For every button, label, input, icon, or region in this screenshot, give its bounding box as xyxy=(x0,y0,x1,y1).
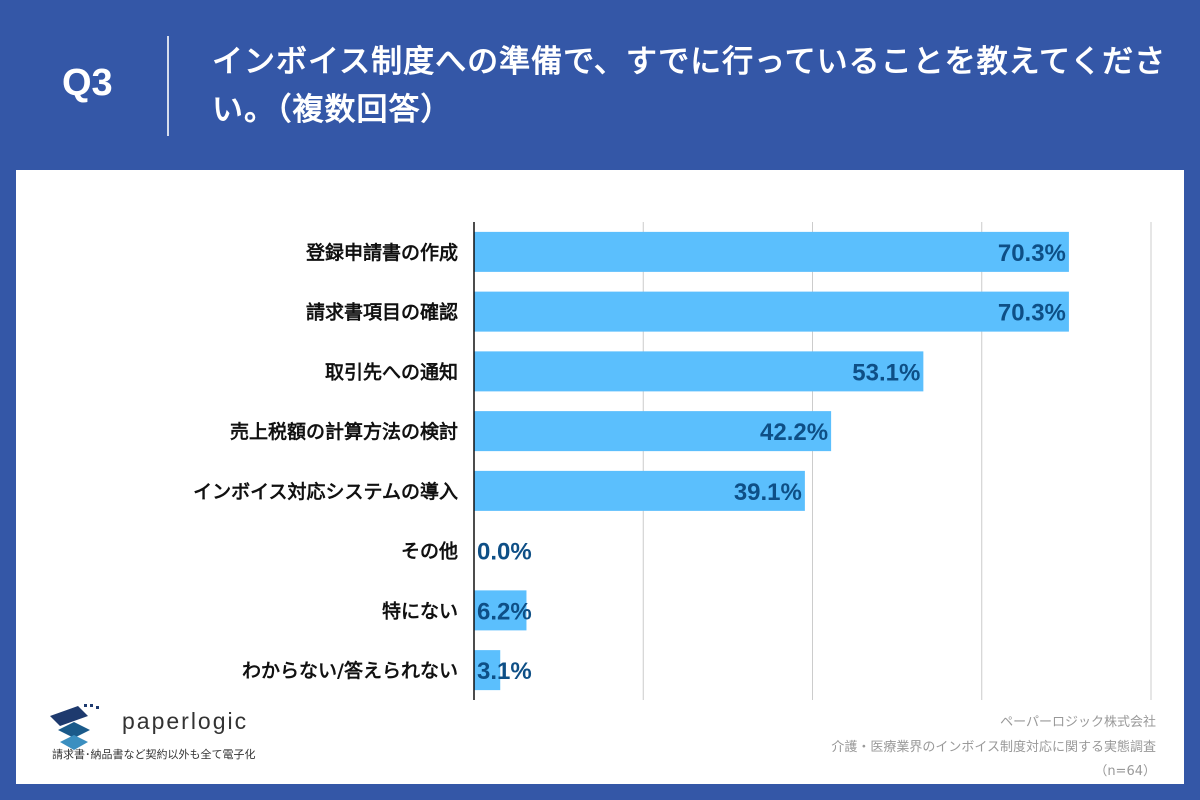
data-label: 70.3% xyxy=(998,300,1066,327)
category-label: 特にない xyxy=(382,600,458,622)
data-label: 70.3% xyxy=(998,240,1066,267)
data-label: 6.2% xyxy=(477,598,532,625)
source-company: ペーパーロジック株式会社 xyxy=(1000,715,1156,730)
data-label: 3.1% xyxy=(477,658,532,685)
source-survey: 介護・医療業界のインボイス制度対応に関する実態調査 xyxy=(831,740,1156,755)
bar xyxy=(474,590,527,631)
data-label: 53.1% xyxy=(852,359,920,386)
bar xyxy=(474,231,1069,272)
data-label: 0.0% xyxy=(477,539,532,566)
category-label: 売上税額の計算方法の検討 xyxy=(230,420,458,443)
category-label: 登録申請書の作成 xyxy=(305,241,458,264)
bar xyxy=(474,351,924,392)
bar xyxy=(474,470,805,511)
paperlogic-logo-icon xyxy=(50,704,99,750)
data-label: 39.1% xyxy=(734,479,802,506)
divider xyxy=(167,36,169,136)
category-label: 取引先への通知 xyxy=(325,360,458,383)
question-number: Q3 xyxy=(62,62,113,104)
bar xyxy=(474,291,1069,332)
bar xyxy=(474,411,832,452)
logo-tagline: 請求書･納品書など契約以外も全て電子化 xyxy=(52,748,256,761)
question-title: インボイス制度への準備で、すでに行っていることを教えてください。（複数回答） xyxy=(212,44,1167,128)
category-label: インボイス対応システムの導入 xyxy=(193,480,458,503)
category-label: 請求書項目の確認 xyxy=(306,301,458,324)
logo-name: paperlogic xyxy=(122,708,249,734)
category-label: わからない/答えられない xyxy=(242,659,458,682)
category-label: その他 xyxy=(401,540,458,563)
bar xyxy=(474,650,501,691)
data-label: 42.2% xyxy=(760,419,828,446)
source-sample: （n=64） xyxy=(1094,764,1156,779)
